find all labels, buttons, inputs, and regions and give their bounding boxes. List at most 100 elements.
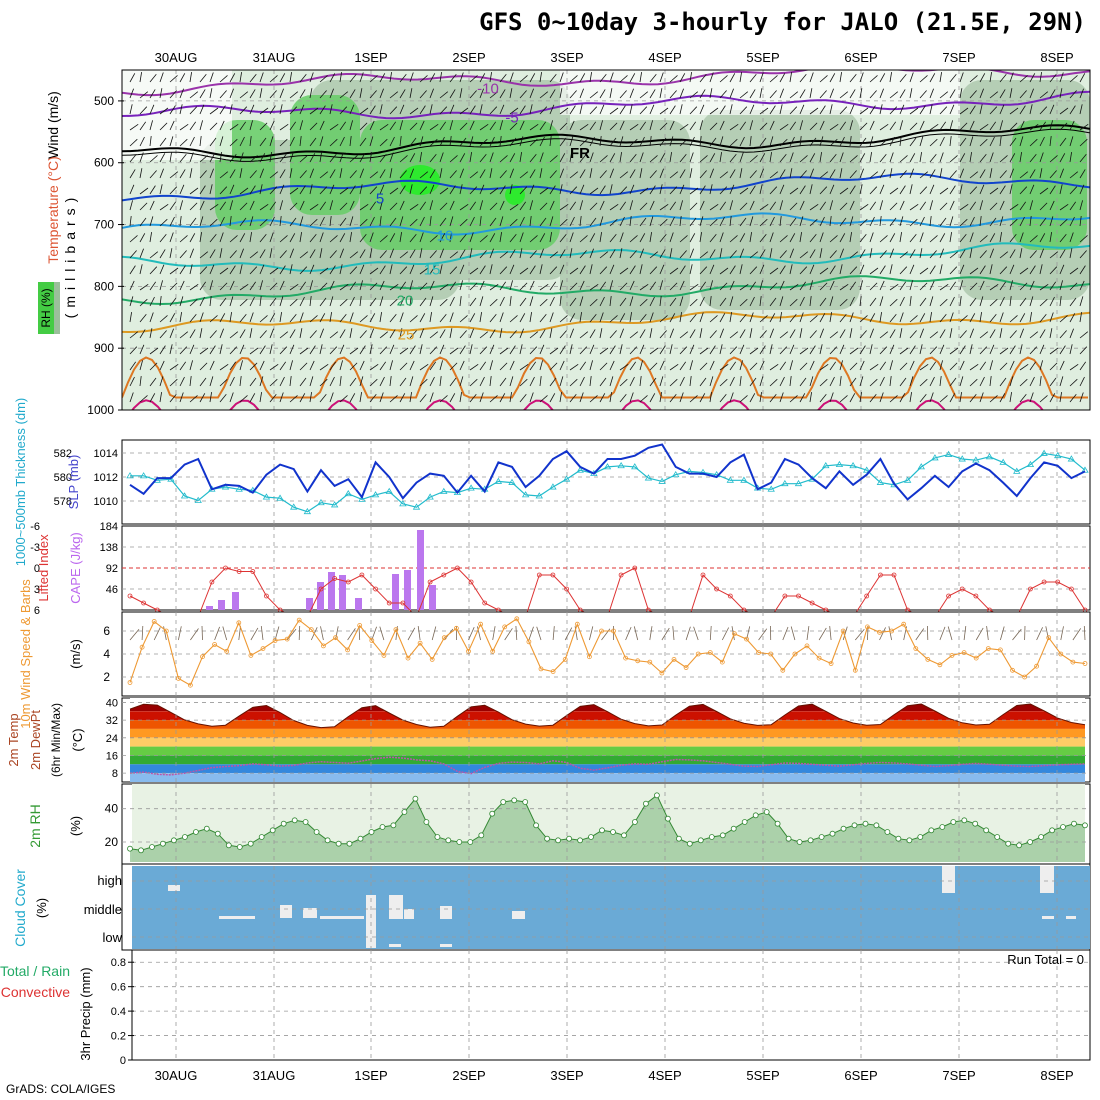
wind-barb xyxy=(209,249,216,259)
wind-barb xyxy=(309,107,319,115)
rh-clear-patch xyxy=(560,70,960,115)
wind-barb xyxy=(149,185,156,195)
wind-barb xyxy=(129,250,137,259)
wind-barb xyxy=(859,296,862,307)
wind-barb xyxy=(879,73,886,83)
wind-barb xyxy=(869,75,878,83)
wind-barb xyxy=(499,136,502,147)
wind-barb xyxy=(529,346,538,355)
wind-barb xyxy=(639,121,647,131)
wind-barb xyxy=(359,249,366,259)
wind-barb xyxy=(699,296,705,307)
surface-barb xyxy=(867,625,869,641)
wind-barb xyxy=(839,136,845,147)
wind-barb xyxy=(199,377,207,387)
wind-barb xyxy=(619,313,626,323)
wind-barb xyxy=(929,216,932,227)
wind-barb xyxy=(349,170,357,179)
cloud-block xyxy=(1042,916,1054,919)
cloud-block xyxy=(512,911,525,919)
wind-barb xyxy=(649,251,659,259)
wind-barb xyxy=(219,105,226,115)
wind-barb xyxy=(859,360,865,371)
wind-barb xyxy=(659,233,667,243)
wind-barb xyxy=(629,184,635,195)
wind-barb xyxy=(1029,153,1037,163)
thickness-axis-label: 1000~500mb Thickness (dm) xyxy=(13,398,28,567)
wind-barb xyxy=(359,218,368,227)
wind-barb xyxy=(499,377,507,387)
wind-barb xyxy=(449,362,458,371)
wind-barb xyxy=(869,105,876,115)
surface-barb xyxy=(625,626,632,641)
wind-barb xyxy=(549,89,556,99)
wind-barb xyxy=(419,136,424,147)
wind-barb xyxy=(149,362,158,371)
wind-barb xyxy=(979,280,985,291)
wind-barb xyxy=(659,376,664,387)
wind-barb xyxy=(399,377,407,387)
wind-barb xyxy=(149,216,154,227)
wind-barb xyxy=(319,186,328,195)
wind-barb xyxy=(569,363,579,371)
wind-barb xyxy=(259,218,268,227)
wind-barb xyxy=(909,168,914,179)
wind-barb xyxy=(369,297,377,307)
wind-barb xyxy=(539,202,548,211)
wind-barb xyxy=(819,171,829,179)
wind-barb xyxy=(959,137,967,147)
wind-barb xyxy=(379,169,386,179)
wind-barb xyxy=(299,362,308,371)
wind-barb xyxy=(659,218,668,227)
tick-label: 580 xyxy=(54,472,72,484)
wind-barb xyxy=(299,155,308,163)
wind-barb xyxy=(379,265,386,275)
wind-barb xyxy=(879,169,886,179)
wind-axis-label: 10m Wind Speed & Barbs xyxy=(18,579,33,729)
wind-barb xyxy=(979,169,986,179)
rh-marker xyxy=(928,827,935,834)
wind-barb xyxy=(329,216,332,227)
wind-barb xyxy=(1029,169,1036,179)
wind-barb xyxy=(779,280,785,291)
wind-barb xyxy=(649,136,652,147)
temp-axis-label-b: 2m DewPt xyxy=(28,710,43,770)
wind-barb xyxy=(539,217,547,227)
wind-barb xyxy=(669,232,674,243)
wind-barb xyxy=(999,89,1006,99)
wind-barb xyxy=(729,296,734,307)
wind-barb xyxy=(129,392,134,403)
wind-barb xyxy=(329,361,337,371)
wind-barb xyxy=(259,72,264,83)
wind-barb xyxy=(879,184,885,195)
wind-barb xyxy=(1059,233,1067,243)
wind-barb xyxy=(739,360,743,371)
wind-barb xyxy=(489,233,496,243)
wind-barb xyxy=(859,233,867,243)
wind-barb xyxy=(1039,72,1042,83)
wind-barb xyxy=(189,298,198,307)
wind-barb xyxy=(269,232,274,243)
wind-barb xyxy=(959,249,966,259)
wind-barb xyxy=(1019,152,1022,163)
li-marker xyxy=(441,572,447,578)
wind-barb xyxy=(999,232,1002,243)
wind-barb xyxy=(159,376,164,387)
wind-barb xyxy=(549,200,555,211)
wind-barb xyxy=(399,170,407,179)
wind-barb xyxy=(1069,90,1077,99)
wind-barb xyxy=(359,330,367,339)
temp-band xyxy=(130,737,1085,747)
wind-barb xyxy=(789,329,796,339)
wind-barb xyxy=(559,233,567,243)
date-label: 31AUG xyxy=(253,50,296,65)
pressure-tick: 600 xyxy=(94,156,114,170)
date-label: 5SEP xyxy=(746,1068,779,1083)
wind-barb xyxy=(299,170,307,179)
wind-barb xyxy=(629,280,635,291)
wind-barb xyxy=(509,345,516,355)
wind-barb xyxy=(779,88,784,99)
wind-barb xyxy=(639,217,647,227)
wind-barb xyxy=(819,105,826,115)
wind-barb xyxy=(319,75,328,83)
